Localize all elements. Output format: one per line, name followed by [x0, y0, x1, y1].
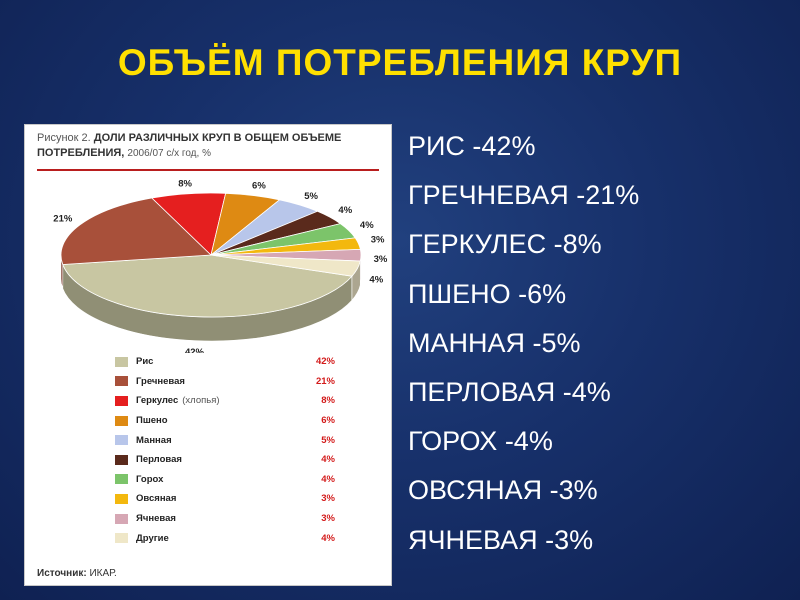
- legend-label: Другие: [136, 532, 169, 544]
- legend-value: 3%: [321, 493, 335, 505]
- legend-value: 8%: [321, 395, 335, 407]
- pie-slice-label: 6%: [252, 180, 266, 191]
- list-item: ГОРОХ -4%: [408, 426, 553, 457]
- legend-swatch: [115, 474, 128, 485]
- pie-slice-label: 21%: [53, 214, 73, 225]
- percentage-list: РИС -42% ГРЕЧНЕВАЯ -21% ГЕРКУЛЕС -8% ПШЕНО …: [408, 122, 788, 565]
- pie-slice-label: 42%: [185, 347, 205, 353]
- pie-slice-label: 3%: [371, 235, 385, 246]
- legend-swatch: [115, 435, 128, 446]
- legend-note: (хлопья): [182, 395, 220, 407]
- legend-item: Ячневая 3%: [115, 509, 335, 529]
- source-value: ИКАР.: [89, 568, 117, 579]
- caption-divider: [37, 169, 379, 171]
- pie-slice-label: 3%: [374, 254, 388, 265]
- legend-swatch: [115, 513, 128, 524]
- pie-slice-label: 8%: [178, 178, 192, 189]
- pie-slice: [210, 254, 361, 277]
- legend-label: Пшено: [136, 415, 168, 427]
- slide-title: ОБЪЁМ ПОТРЕБЛЕНИЯ КРУП: [117, 42, 683, 83]
- caption-subtitle: 2006/07 с/х год, %: [127, 148, 211, 159]
- legend-item: Гречневая 21%: [115, 372, 335, 392]
- legend-label: Рис: [136, 356, 154, 368]
- legend-label: Манная: [136, 434, 172, 446]
- caption-label: Рисунок 2.: [37, 132, 91, 144]
- legend-item: Перловая 4%: [115, 450, 335, 470]
- chart-figure: Рисунок 2. ДОЛИ РАЗЛИЧНЫХ КРУП В ОБЩЕМ О…: [24, 124, 392, 586]
- legend-item: Манная 5%: [115, 430, 335, 450]
- legend-item: Рис 42%: [115, 352, 335, 372]
- pie-slice-label: 4%: [369, 274, 383, 285]
- pie-chart: 42% 21% 8% 6% 5% 4% 4% 3% 3% 4%: [53, 178, 388, 353]
- legend-value: 4%: [321, 532, 335, 544]
- list-item: ГЕРКУЛЕС -8%: [408, 229, 602, 260]
- pie-slice-label: 4%: [338, 205, 352, 216]
- pie-slice-label: 4%: [360, 220, 374, 231]
- chart-source: Источник: ИКАР.: [37, 568, 117, 579]
- legend-value: 4%: [321, 473, 335, 485]
- legend-label: Ячневая: [136, 513, 176, 525]
- legend-item: Пшено 6%: [115, 411, 335, 431]
- legend-swatch: [115, 395, 128, 406]
- legend-swatch: [115, 493, 128, 504]
- list-item: РИС -42%: [408, 131, 536, 161]
- legend-swatch: [115, 415, 128, 426]
- legend-swatch: [115, 356, 128, 367]
- legend-value: 42%: [315, 356, 335, 368]
- legend-value: 4%: [321, 454, 335, 466]
- legend-value: 5%: [321, 434, 335, 446]
- list-item: ЯЧНЕВАЯ -3%: [408, 524, 594, 555]
- legend-item: Горох 4%: [115, 470, 335, 490]
- pie-slice: [60, 197, 212, 265]
- source-label: Источник:: [37, 568, 87, 579]
- legend-swatch: [115, 454, 128, 465]
- list-item: ОВСЯНАЯ -3%: [408, 475, 598, 506]
- legend-item: Другие 4%: [115, 528, 335, 548]
- legend-label: Овсяная: [136, 493, 177, 505]
- list-item: ПЕРЛОВАЯ -4%: [408, 377, 611, 408]
- legend-label: Геркулес: [136, 395, 179, 407]
- caption-title: ДОЛИ РАЗЛИЧНЫХ КРУП В ОБЩЕМ ОБЪЕМЕ ПОТРЕ…: [37, 132, 342, 159]
- list-item: ГРЕЧНЕВАЯ -21%: [408, 180, 640, 211]
- legend-swatch: [115, 376, 128, 387]
- legend-label: Горох: [136, 473, 164, 485]
- list-item: ПШЕНО -6%: [408, 278, 567, 309]
- legend-value: 21%: [315, 375, 335, 387]
- legend-label: Гречневая: [136, 375, 185, 387]
- legend-value: 6%: [321, 415, 335, 427]
- figure-caption: Рисунок 2. ДОЛИ РАЗЛИЧНЫХ КРУП В ОБЩЕМ О…: [37, 131, 377, 161]
- chart-legend: Рис 42% Гречневая 21% Геркулес (хлопья) 8% Пшен…: [115, 352, 335, 548]
- legend-label: Перловая: [136, 454, 182, 466]
- list-item: МАННАЯ -5%: [408, 327, 581, 358]
- legend-item: Геркулес (хлопья) 8%: [115, 391, 335, 411]
- legend-value: 3%: [321, 513, 335, 525]
- legend-swatch: [115, 533, 128, 544]
- pie-slice: [62, 254, 353, 318]
- pie-slice-label: 5%: [304, 191, 318, 202]
- legend-item: Овсяная 3%: [115, 489, 335, 509]
